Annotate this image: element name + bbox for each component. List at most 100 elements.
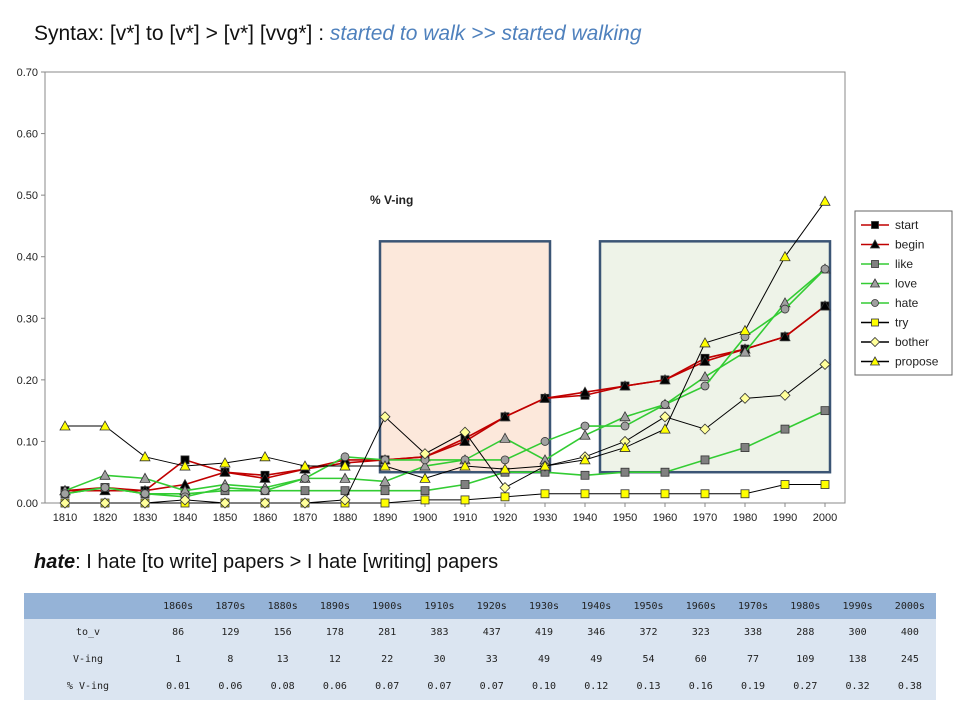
data-point-begin — [219, 466, 231, 477]
x-tick-label: 1990 — [773, 512, 797, 524]
legend-label: like — [895, 257, 913, 271]
x-tick-label: 1810 — [53, 512, 77, 524]
data-point-hate — [500, 455, 510, 465]
data-point-hate — [340, 452, 350, 462]
table-cell: 156 — [256, 619, 309, 646]
table-cell: 0.08 — [256, 673, 309, 700]
legend-marker — [869, 278, 881, 288]
table-column-header: 1920s — [465, 593, 518, 619]
table-cell: 0.38 — [883, 673, 936, 700]
data-point-bother — [299, 497, 311, 509]
legend-marker — [869, 356, 881, 366]
legend-item-hate: hate — [861, 296, 919, 310]
data-point-begin — [699, 355, 711, 366]
legend-item-start: start — [861, 218, 919, 232]
legend-item-bother: bother — [861, 335, 929, 349]
series-line-bother — [65, 364, 826, 504]
data-point-begin — [819, 300, 831, 311]
data-point-propose — [539, 460, 551, 471]
data-point-hate — [540, 437, 550, 446]
table-row-label: % V-ing — [24, 673, 152, 700]
series-line-start — [64, 305, 826, 492]
data-point-propose — [619, 441, 631, 452]
x-tick-label: 1870 — [293, 512, 317, 524]
data-point-bother — [259, 497, 271, 509]
data-point-bother — [139, 497, 151, 509]
data-point-try — [620, 489, 630, 499]
data-point-propose — [339, 460, 351, 471]
table-row: % V-ing 0.01 0.06 0.08 0.06 0.07 0.07 0.07 0.10 0… — [24, 673, 936, 700]
table-cell: 0.07 — [413, 673, 466, 700]
data-point-propose — [179, 460, 191, 471]
data-point-try — [580, 489, 590, 499]
x-tick-label: 1970 — [693, 512, 717, 524]
data-point-try — [460, 495, 470, 505]
table-row-label: to_v — [24, 619, 152, 646]
table-cell: 288 — [779, 619, 832, 646]
hate-data-table: 1860s 1870s 1880s 1890s 1900s 1910s 1920s 1930s… — [24, 593, 936, 700]
line-chart: 0.00 0.10 0.20 0.30 0.40 0.50 0.60 0.70 1810 1820… — [17, 67, 953, 524]
table-column-header: 1870s — [204, 593, 257, 619]
data-point-try — [740, 489, 750, 499]
table-cell: 372 — [622, 619, 675, 646]
x-tick-label: 1930 — [533, 512, 557, 524]
data-point-love — [339, 472, 351, 483]
table-cell: 77 — [726, 646, 780, 673]
x-tick-label: 1950 — [613, 512, 637, 524]
legend-label: hate — [895, 296, 919, 310]
slide-title: Syntax: [v*] to [v*] > [v*] [vvg*] : sta… — [34, 22, 642, 46]
table-row: V-ing 1 8 13 12 22 30 33 49 49 54 60 77 109 138 245 — [24, 646, 936, 673]
legend-label: start — [895, 218, 919, 232]
data-point-begin — [499, 410, 511, 422]
data-point-try — [780, 480, 790, 489]
table-cell: 400 — [883, 619, 936, 646]
table-cell: 8 — [204, 646, 257, 673]
data-point-bother — [379, 411, 391, 423]
table-cell: 0.13 — [622, 673, 675, 700]
table-corner-cell — [24, 593, 152, 619]
data-point-try — [380, 498, 390, 508]
data-point-propose — [219, 457, 231, 468]
table-cell: 346 — [570, 619, 623, 646]
x-tick-label: 1890 — [373, 512, 397, 524]
data-point-like — [420, 486, 430, 496]
data-point-begin — [659, 374, 671, 385]
data-point-bother — [419, 448, 431, 460]
data-point-love — [619, 410, 631, 422]
data-point-begin — [579, 386, 591, 397]
legend-label: propose — [895, 355, 939, 369]
data-point-hate — [780, 304, 790, 314]
data-point-bother — [59, 497, 71, 509]
data-point-propose — [819, 195, 831, 206]
data-point-propose — [579, 454, 591, 465]
table-cell: 0.07 — [465, 673, 518, 700]
x-tick-label: 1900 — [413, 512, 437, 524]
table-column-header: 1890s — [308, 593, 362, 619]
data-point-propose — [459, 460, 471, 471]
data-point-propose — [139, 450, 151, 462]
data-point-like — [300, 486, 310, 496]
data-point-propose — [699, 337, 711, 348]
data-point-love — [419, 460, 431, 471]
legend-item-begin: begin — [861, 238, 924, 252]
table-cell: 49 — [570, 646, 623, 673]
legend-marker — [871, 318, 879, 327]
data-point-love — [579, 429, 591, 440]
table-cell: 60 — [674, 646, 727, 673]
highlight-regions — [378, 240, 832, 474]
data-point-hate — [700, 381, 710, 391]
data-point-try — [820, 480, 830, 489]
table-cell: 0.07 — [361, 673, 414, 700]
table-cell: 245 — [883, 646, 936, 673]
x-tick-label: 1850 — [213, 512, 237, 524]
data-point-bother — [779, 389, 791, 401]
plot-area-frame — [44, 71, 846, 504]
table-cell: 338 — [726, 619, 780, 646]
data-point-propose — [419, 472, 431, 483]
data-point-propose — [299, 460, 311, 471]
table-column-header: 1910s — [413, 593, 466, 619]
y-tick-label: 0.50 — [17, 190, 38, 202]
data-point-propose — [499, 463, 511, 474]
table-cell: 0.01 — [152, 673, 205, 700]
table-cell: 12 — [308, 646, 362, 673]
